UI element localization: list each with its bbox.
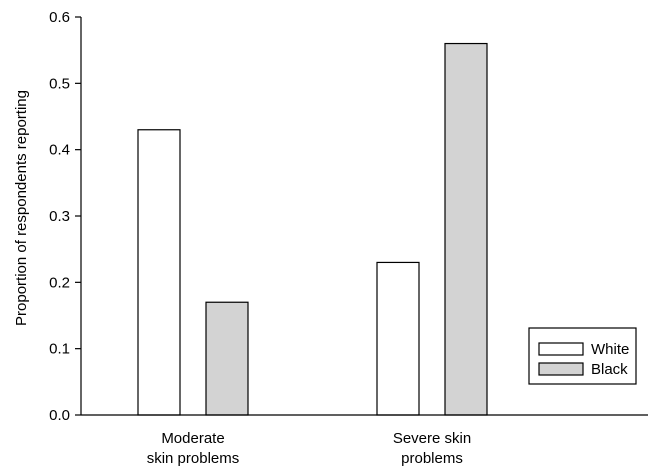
category-label: problems	[401, 450, 463, 467]
legend-swatch-white	[538, 342, 584, 356]
y-tick-label: 0.2	[49, 274, 70, 291]
y-tick-label: 0.1	[49, 341, 70, 358]
y-axis-title: Proportion of respondents reporting	[13, 90, 30, 326]
legend: White Black	[528, 327, 637, 385]
bar-white-1	[137, 129, 181, 416]
legend-label-white: White	[591, 341, 629, 358]
y-tick-label: 0.4	[49, 142, 70, 159]
y-axis-ticks: 0.0 0.1 0.2 0.3 0.4 0.5 0.6	[49, 9, 81, 424]
bar-white-2	[376, 261, 420, 416]
bar-black-1	[205, 301, 249, 416]
category-labels: Moderate skin problems Severe skin problems	[147, 430, 471, 467]
y-tick-label: 0.0	[49, 407, 70, 424]
bars	[137, 42, 488, 416]
category-label: Moderate	[161, 430, 224, 447]
legend-swatch-black	[538, 362, 584, 376]
category-label: Severe skin	[393, 430, 471, 447]
y-tick-label: 0.5	[49, 75, 70, 92]
bar-black-2	[444, 42, 488, 416]
legend-label-black: Black	[591, 361, 628, 378]
category-label: skin problems	[147, 450, 240, 467]
y-tick-label: 0.3	[49, 208, 70, 225]
y-tick-label: 0.6	[49, 9, 70, 26]
